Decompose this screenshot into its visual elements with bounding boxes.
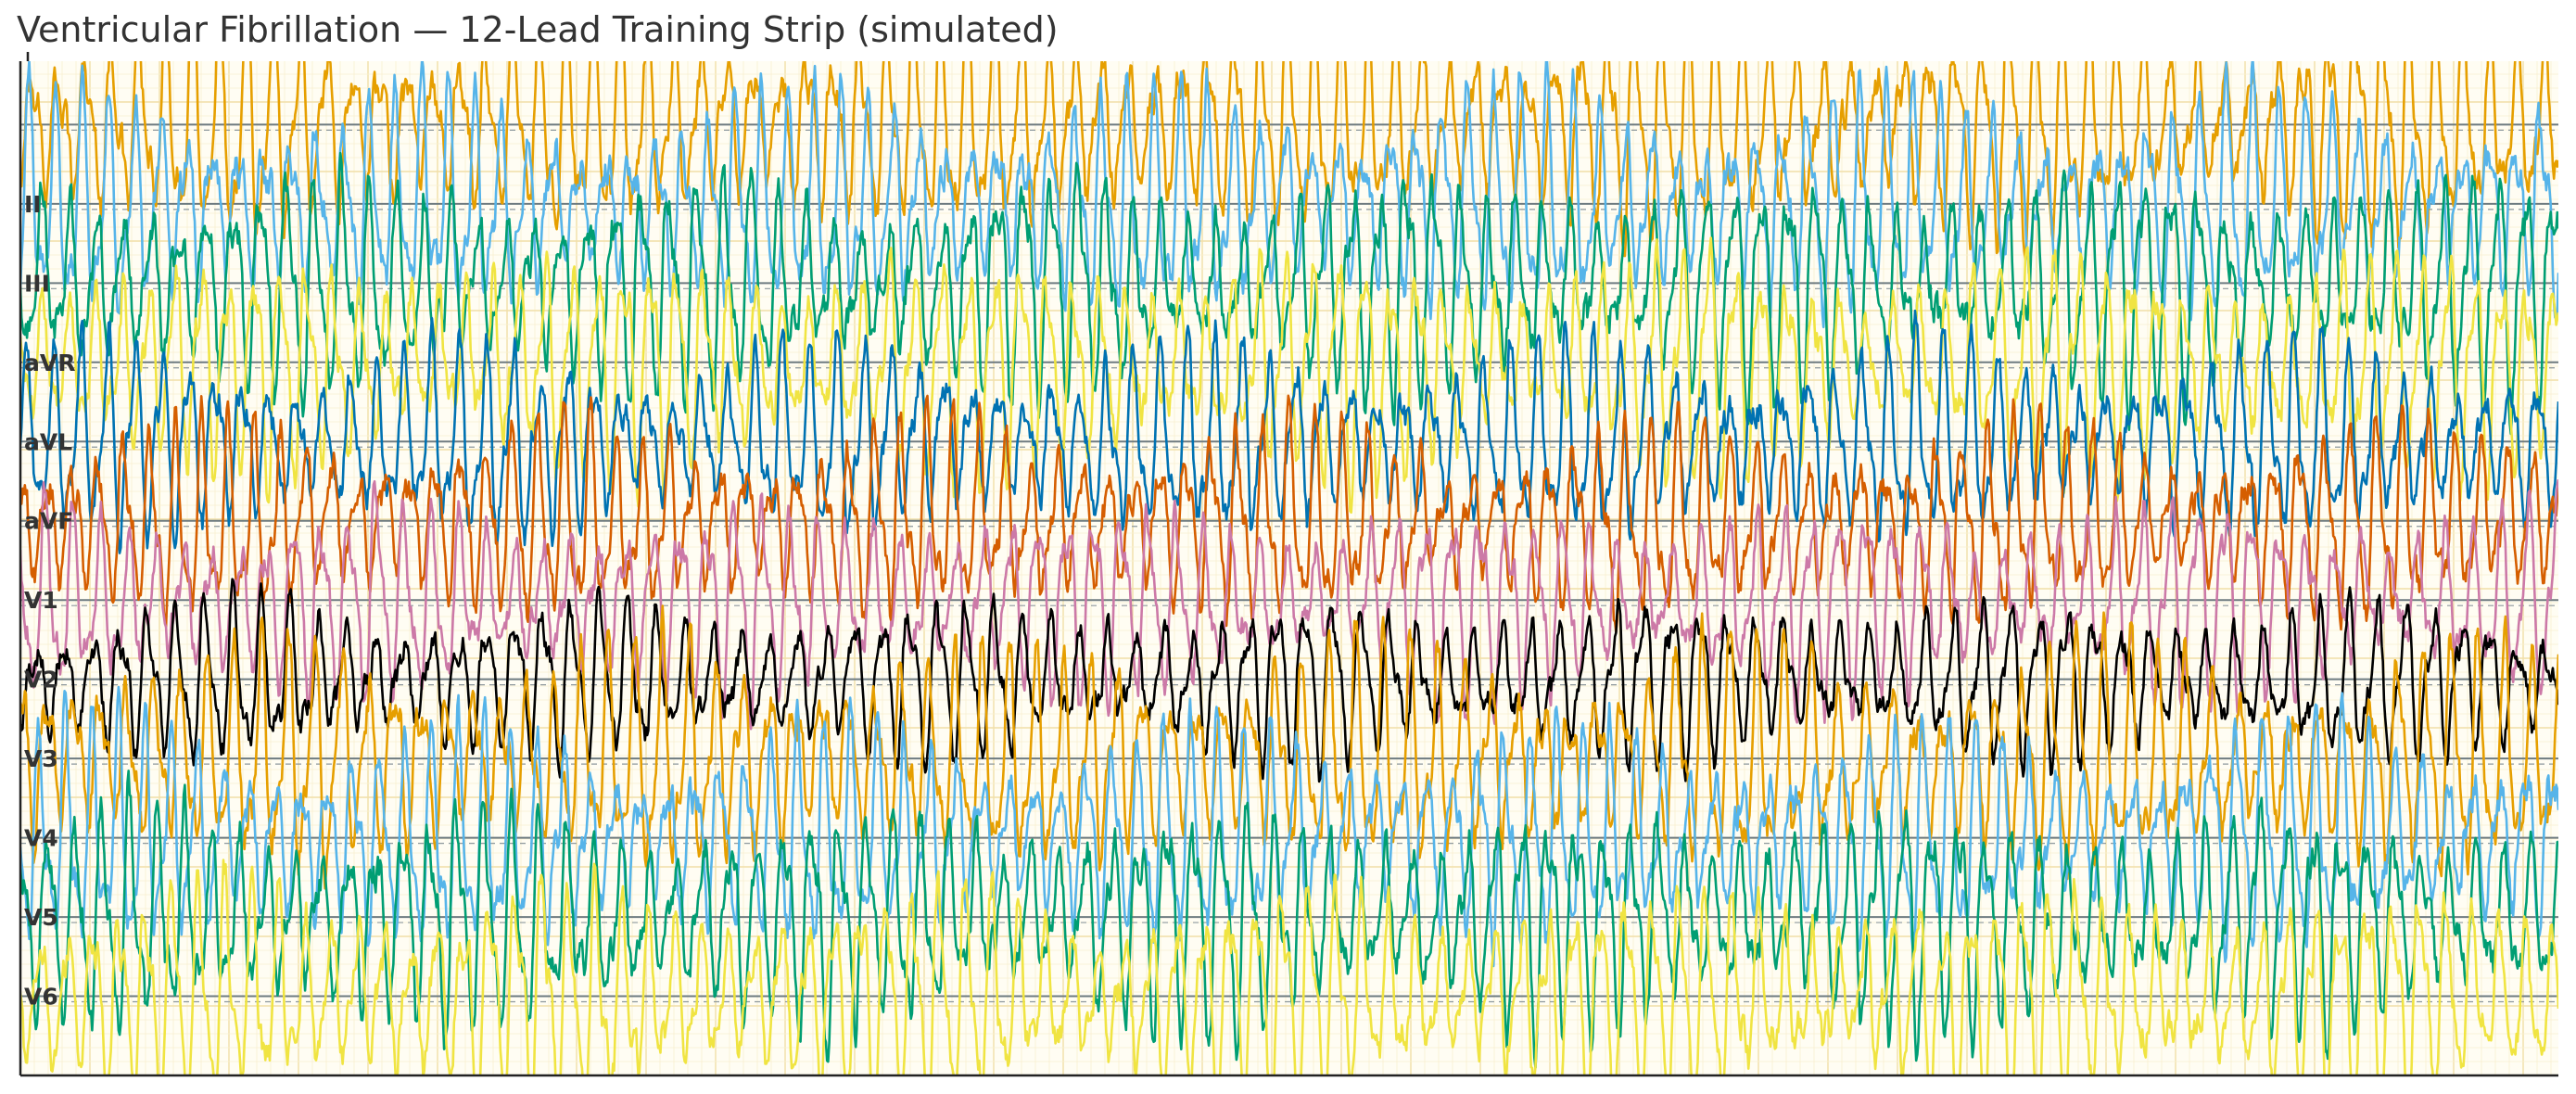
lead-label-ii: II — [24, 191, 42, 218]
lead-traces — [20, 61, 2558, 1075]
lead-label-v1: V1 — [24, 587, 58, 614]
lead-label-v4: V4 — [24, 825, 58, 852]
lead-trace-avl — [20, 309, 2558, 554]
lead-label-v5: V5 — [24, 904, 58, 931]
lead-trace-avr — [20, 236, 2558, 515]
lead-label-v3: V3 — [24, 745, 58, 772]
lead-label-avr: aVR — [24, 350, 75, 376]
lead-trace-v4 — [20, 685, 2558, 968]
lead-trace-v6 — [20, 859, 2558, 1075]
lead-label-iii: III — [24, 270, 50, 297]
chart-title: Ventricular Fibrillation — 12-Lead Train… — [17, 9, 1059, 50]
lead-trace-avf — [20, 394, 2558, 634]
lead-label-v6: V6 — [24, 984, 58, 1011]
lead-label-v2: V2 — [24, 667, 58, 693]
lead-trace-v1 — [20, 478, 2558, 731]
lead-label-avl: aVL — [24, 428, 72, 455]
lead-label-avf: aVF — [24, 508, 73, 535]
lead-trace-i — [20, 61, 2558, 261]
